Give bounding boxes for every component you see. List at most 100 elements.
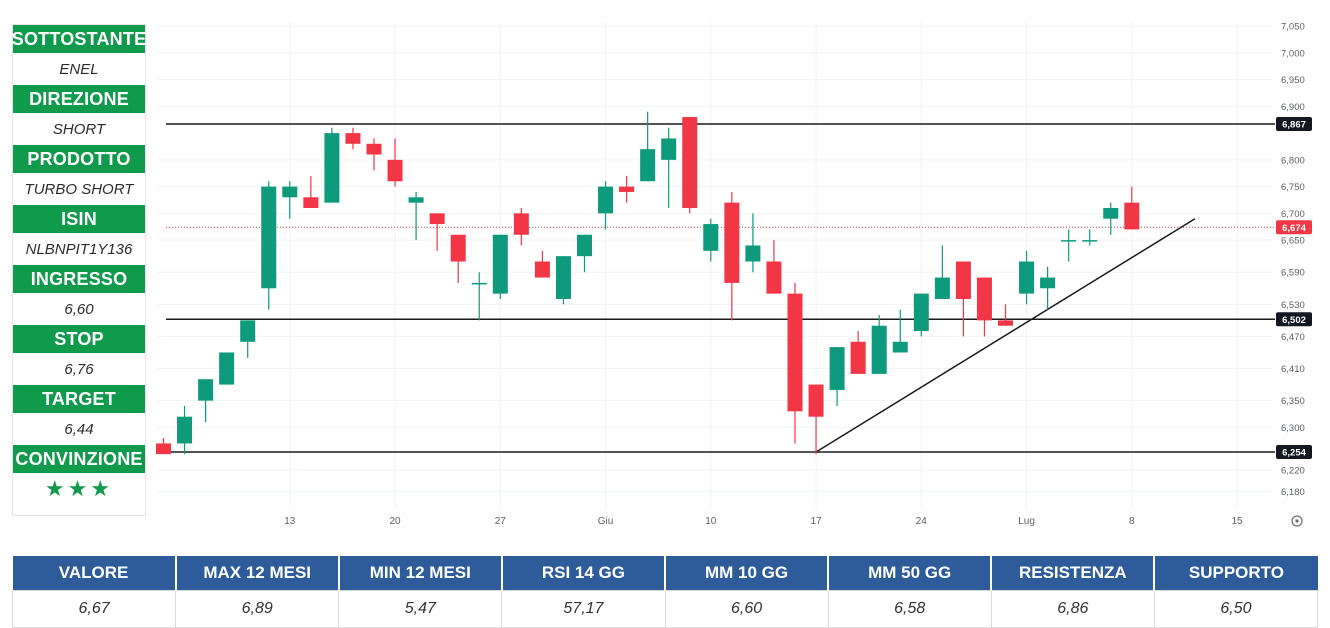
cell-ma-10: 6,60	[664, 590, 829, 628]
metrics-table: VALORE MAX 12 MESI MIN 12 MESI RSI 14 GG…	[11, 556, 1319, 628]
y-tick-label: 6,220	[1281, 466, 1305, 477]
header-resistance: RESISTENZA	[991, 556, 1156, 591]
info-label: CONVINZIONE	[13, 445, 145, 473]
info-label: PRODOTTO	[13, 145, 145, 173]
candle	[198, 379, 214, 423]
candle-body	[1061, 240, 1077, 242]
candle-body	[682, 117, 698, 209]
candle-body	[577, 234, 592, 257]
header-ma-50: MM 50 GG	[828, 556, 993, 591]
candle-body	[640, 149, 656, 182]
candle-body	[913, 293, 929, 332]
candle	[998, 304, 1013, 326]
candle	[1103, 202, 1119, 235]
candle	[366, 138, 382, 171]
info-block-underlying: SOTTOSTANTE ENEL	[12, 25, 146, 85]
candle	[345, 127, 361, 150]
info-label: INGRESSO	[13, 265, 145, 293]
header-value: VALORE	[12, 556, 177, 591]
candle	[450, 234, 466, 283]
info-value: SHORT	[52, 120, 106, 138]
candle	[892, 309, 908, 353]
candle	[682, 117, 698, 214]
candle	[513, 208, 529, 246]
candle	[850, 331, 866, 374]
candle-body	[871, 325, 887, 374]
candlestick-chart: 7,050 7,000 6,950 6,900 6,800 6,750 6,700 6,650…	[156, 22, 1312, 527]
candle	[976, 277, 992, 337]
x-tick-label: 27	[495, 516, 507, 527]
candle	[913, 293, 929, 337]
candle-body	[261, 186, 277, 289]
candle	[745, 213, 761, 273]
trendline	[815, 218, 1196, 453]
candle-body	[387, 159, 403, 182]
cell-value: 6,67	[11, 590, 177, 628]
header-support: SUPPORTO	[1154, 556, 1318, 591]
y-tick-label: 6,410	[1281, 364, 1305, 375]
candle	[177, 405, 193, 455]
candle-body	[450, 234, 466, 262]
trendline-layer	[815, 218, 1196, 453]
level-tag-label: 6,867	[1282, 120, 1306, 131]
candle	[787, 282, 803, 444]
cell-max-12m: 6,89	[175, 590, 340, 628]
horizontal-levels	[166, 123, 1275, 453]
candle-body	[198, 379, 214, 401]
info-value: NLBNPIT1Y136	[25, 240, 133, 258]
y-tick-label: 7,050	[1281, 22, 1305, 33]
candle-body	[619, 186, 635, 192]
info-label: ISIN	[13, 205, 145, 233]
candle-body	[766, 261, 782, 294]
y-tick-label: 7,000	[1281, 48, 1305, 59]
candle	[640, 111, 656, 182]
candle	[1061, 229, 1077, 262]
x-tick-label: 24	[916, 516, 928, 527]
y-axis: 7,050 7,000 6,950 6,900 6,800 6,750 6,700 6,650…	[1281, 22, 1305, 499]
info-block-conviction: CONVINZIONE ★★★	[13, 445, 145, 505]
candle	[156, 438, 171, 455]
candle-body	[408, 197, 424, 203]
candle-body	[156, 443, 171, 455]
candle-body	[303, 197, 319, 209]
metrics-header-row: VALORE MAX 12 MESI MIN 12 MESI RSI 14 GG…	[12, 556, 1318, 591]
candle-body	[661, 138, 677, 160]
level-tag	[1276, 445, 1312, 459]
info-block-isin: ISIN NLBNPIT1Y136	[13, 205, 145, 265]
y-tick-label: 6,180	[1281, 487, 1305, 498]
info-value: TURBO SHORT	[24, 180, 134, 198]
candle-body	[219, 352, 235, 385]
x-tick-label: 13	[284, 516, 296, 527]
x-tick-label: 15	[1231, 516, 1243, 527]
candle	[1124, 186, 1140, 230]
settings-icon[interactable]	[1291, 515, 1303, 527]
cell-support: 6,50	[1153, 590, 1319, 628]
candle-body	[513, 213, 529, 235]
candle	[555, 256, 571, 305]
candle-body	[492, 234, 508, 294]
y-tick-label: 6,530	[1281, 300, 1305, 311]
y-tick-label: 6,590	[1281, 268, 1305, 279]
candle-body	[177, 416, 193, 444]
candle	[871, 315, 887, 374]
candle-body	[471, 282, 487, 285]
info-value: ENEL	[59, 60, 99, 78]
info-block-target: TARGET 6,44	[13, 385, 145, 445]
candle	[598, 181, 614, 230]
x-tick-label: 17	[810, 516, 822, 527]
candle	[282, 181, 298, 219]
header-ma-10: MM 10 GG	[665, 556, 830, 591]
info-label: STOP	[13, 325, 145, 353]
y-tick-label: 6,650	[1281, 236, 1305, 247]
candle	[387, 138, 403, 187]
metrics-value-row: 6,67 6,89 5,47 57,17 6,60 6,58 6,86 6,50	[11, 590, 1319, 628]
candle	[934, 245, 950, 299]
candle-body	[976, 277, 992, 321]
info-label: SOTTOSTANTE	[12, 25, 146, 53]
candle-body	[429, 213, 445, 225]
candle	[261, 181, 277, 310]
candle	[219, 352, 235, 385]
candle	[1082, 229, 1098, 246]
candle-body	[282, 186, 298, 198]
candle	[1040, 266, 1056, 310]
